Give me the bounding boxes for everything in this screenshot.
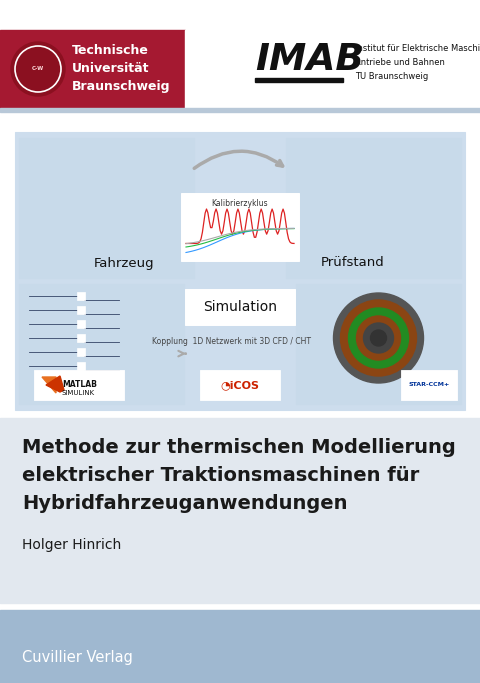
Bar: [0, 610, 480, 683]
Text: Methode zur thermischen Modellierung: Methode zur thermischen Modellierung: [22, 438, 456, 457]
Circle shape: [11, 42, 65, 96]
Bar: [185, 289, 295, 325]
Circle shape: [340, 300, 417, 376]
Circle shape: [357, 316, 400, 360]
Text: Cuvillier Verlag: Cuvillier Verlag: [22, 650, 133, 665]
Bar: [77, 362, 85, 370]
Bar: [0, 108, 480, 112]
Bar: [34, 370, 124, 400]
Text: Kopplung  1D Netzwerk mit 3D CFD / CHT: Kopplung 1D Netzwerk mit 3D CFD / CHT: [153, 337, 312, 346]
Circle shape: [18, 49, 58, 89]
Bar: [77, 334, 85, 342]
Text: IMAB: IMAB: [255, 42, 364, 78]
Bar: [19, 284, 184, 404]
Bar: [0, 30, 185, 108]
Text: Simulation: Simulation: [203, 300, 277, 314]
Bar: [77, 348, 85, 356]
Text: Holger Hinrich: Holger Hinrich: [22, 538, 121, 552]
Text: Kalibrierzyklus: Kalibrierzyklus: [212, 199, 268, 208]
Circle shape: [363, 323, 394, 353]
Bar: [0, 418, 480, 603]
Text: Prüfstand: Prüfstand: [321, 257, 384, 270]
Bar: [185, 30, 480, 108]
Text: Fahrzeug: Fahrzeug: [94, 257, 154, 270]
Polygon shape: [46, 376, 64, 392]
Text: MATLAB: MATLAB: [62, 380, 97, 389]
Bar: [77, 306, 85, 314]
Bar: [19, 138, 194, 278]
Bar: [200, 370, 280, 400]
Bar: [77, 320, 85, 328]
Text: ◔iCOS: ◔iCOS: [220, 380, 260, 390]
Text: Institut für Elektrische Maschinen,: Institut für Elektrische Maschinen,: [355, 44, 480, 53]
Text: STAR-CCM+: STAR-CCM+: [408, 382, 450, 387]
Text: Technische: Technische: [72, 44, 149, 57]
Text: TU Braunschweig: TU Braunschweig: [355, 72, 428, 81]
Text: C-W: C-W: [32, 66, 44, 72]
Bar: [0, 0, 480, 30]
Bar: [15, 132, 465, 410]
Bar: [286, 138, 461, 278]
Bar: [401, 370, 457, 400]
Text: Hybridfahrzeuganwendungen: Hybridfahrzeuganwendungen: [22, 494, 348, 513]
Text: SIMULINK: SIMULINK: [62, 390, 95, 396]
Text: Antriebe und Bahnen: Antriebe und Bahnen: [355, 58, 445, 67]
Text: Braunschweig: Braunschweig: [72, 80, 170, 93]
Polygon shape: [42, 377, 56, 393]
Bar: [296, 284, 461, 404]
Text: elektrischer Traktionsmaschinen für: elektrischer Traktionsmaschinen für: [22, 466, 419, 485]
Text: Universität: Universität: [72, 62, 149, 75]
Bar: [181, 193, 299, 261]
Bar: [77, 292, 85, 300]
Circle shape: [371, 330, 386, 346]
Circle shape: [348, 308, 408, 368]
Bar: [255, 78, 343, 81]
Circle shape: [334, 293, 423, 383]
